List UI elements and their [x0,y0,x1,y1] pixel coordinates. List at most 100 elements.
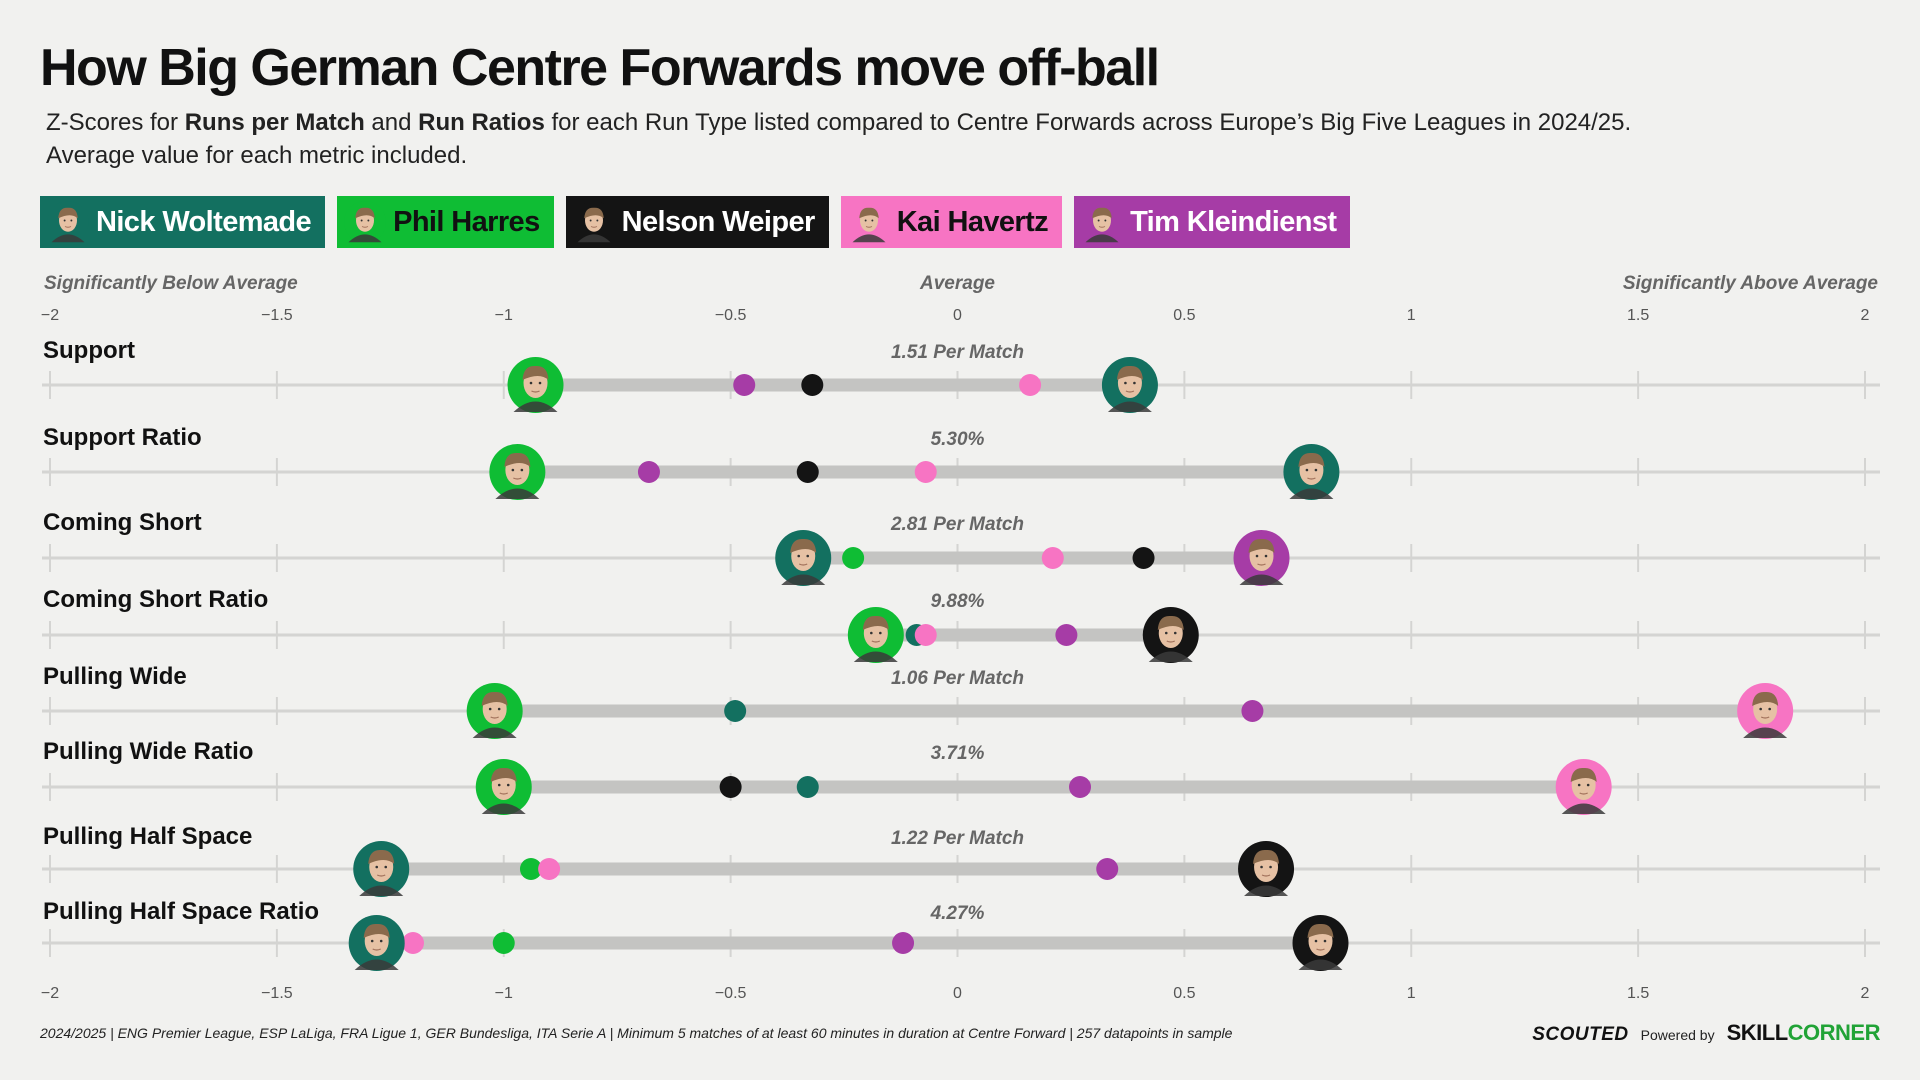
phil-harres-avatar-face [344,201,387,243]
x-tick-top: −0.5 [715,307,747,324]
point-avatar-phil-harres [507,357,564,413]
point-avatar-nick-woltemade [775,530,832,586]
point-tim-kleindienst [1055,624,1078,646]
average-label: 3.71% [931,743,985,764]
nick-woltemade-avatar-face [47,201,89,243]
subtitle-text: Z-Scores for [46,109,185,136]
skillcorner-logo: SKILLCORNER [1726,1020,1881,1046]
point-nick-woltemade [724,700,747,722]
kai-havertz-avatar-face [847,201,890,243]
average-label: 9.88% [931,591,985,612]
chart-subtitle: Z-Scores for Runs per Match and Run Rati… [46,106,1846,172]
legend-label: Nelson Weiper [621,205,816,238]
legend-label: Tim Kleindienst [1130,205,1337,238]
point-avatar-phil-harres [847,607,904,663]
x-tick-top: 1.5 [1627,307,1649,324]
subtitle-bold-runs: Runs per Match [184,109,365,136]
x-tick-top: −1 [495,307,513,324]
point-avatar-phil-harres [466,683,523,739]
point-tim-kleindienst [1069,776,1092,798]
point-avatar-nelson-weiper [1292,915,1349,971]
metric-row: Support 1.51 Per Match [42,337,1880,413]
tim-kleindienst-avatar [1081,201,1124,243]
point-avatar-tim-kleindienst [1233,530,1290,586]
skillcorner-logo-part: SKILL [1726,1020,1789,1045]
metric-row: Pulling Wide 1.06 Per Match [42,663,1880,739]
point-tim-kleindienst [1096,858,1119,880]
scale-label-left: Significantly Below Average [44,273,298,294]
point-nelson-weiper [801,374,824,396]
metric-row: Pulling Half Space 1.22 Per Match [42,823,1880,897]
x-tick-top: 0 [953,307,962,324]
x-tick-bottom: −1 [495,985,513,1002]
powered-by-text: Powered by [1640,1027,1715,1043]
point-nick-woltemade [796,776,819,798]
x-tick-bottom: 0.5 [1173,985,1195,1002]
legend-item-3: Kai Havertz [840,196,1063,248]
chart-title: How Big German Centre Forwards move off-… [40,39,1160,97]
x-tick-bottom: 2 [1861,985,1870,1002]
point-phil-harres [842,547,865,569]
kai-havertz-avatar [847,201,890,243]
point-nelson-weiper [1132,547,1155,569]
point-phil-harres [492,932,515,954]
point-avatar-nelson-weiper [1238,841,1295,897]
x-tick-bottom: 0 [953,985,962,1002]
point-avatar-kai-havertz [1737,683,1794,739]
metric-label: Support [43,337,135,364]
average-label: 1.51 Per Match [891,342,1024,363]
skillcorner-logo-part: CORNER [1787,1020,1881,1045]
point-tim-kleindienst [1241,700,1264,722]
point-avatar-nelson-weiper [1142,607,1199,663]
average-label: 1.22 Per Match [891,828,1024,849]
legend-label: Kai Havertz [896,205,1049,238]
metric-label: Coming Short [43,509,202,536]
x-tick-bottom: −2 [41,985,59,1002]
point-tim-kleindienst [892,932,915,954]
point-kai-havertz [1041,547,1064,569]
phil-harres-avatar [344,201,387,243]
scale-label-right: Significantly Above Average [1623,273,1879,294]
metric-row: Support Ratio 5.30% [42,424,1880,500]
point-avatar-nick-woltemade [1283,444,1340,500]
footer-note: 2024/2025 | ENG Premier League, ESP LaLi… [40,1025,1233,1041]
point-tim-kleindienst [637,461,660,483]
point-avatar-nick-woltemade [1101,357,1158,413]
subtitle-bold-ratios: Run Ratios [418,109,545,136]
x-tick-bottom: 1.5 [1627,985,1649,1002]
x-tick-top: 2 [1861,307,1870,324]
metric-row: Coming Short Ratio 9.88% [42,586,1880,663]
metric-row: Pulling Wide Ratio 3.71% [42,738,1880,815]
player-legend: Nick Woltemade Phil Harres Nelson Weiper Ka… [40,196,1351,248]
x-tick-top: 0.5 [1173,307,1195,324]
x-tick-top: 1 [1407,307,1416,324]
tim-kleindienst-avatar-face [1081,201,1124,243]
point-avatar-nick-woltemade [348,915,405,971]
legend-label: Nick Woltemade [96,205,312,238]
point-phil-harres [519,858,542,880]
nelson-weiper-avatar-face [572,201,615,243]
x-tick-bottom: −1.5 [261,985,293,1002]
average-label: 1.06 Per Match [891,668,1024,689]
subtitle-text: for each Run Type listed compared to Cen… [544,109,1632,136]
point-kai-havertz [914,624,937,646]
point-avatar-nick-woltemade [353,841,410,897]
metric-row: Coming Short 2.81 Per Match [42,509,1880,586]
legend-item-0: Nick Woltemade [40,196,326,248]
average-label: 4.27% [930,903,985,924]
legend-item-2: Nelson Weiper [565,196,829,248]
point-kai-havertz [1019,374,1042,396]
point-avatar-phil-harres [475,759,532,815]
metric-label: Support Ratio [43,424,202,451]
legend-label: Phil Harres [393,205,540,238]
average-label: 5.30% [931,429,985,450]
x-tick-bottom: 1 [1407,985,1416,1002]
metric-row: Pulling Half Space Ratio 4.27% [42,898,1880,971]
point-kai-havertz [914,461,937,483]
legend-item-4: Tim Kleindienst [1074,196,1351,248]
point-avatar-phil-harres [489,444,546,500]
metric-label: Coming Short Ratio [43,586,268,613]
point-nelson-weiper [796,461,819,483]
metric-label: Pulling Half Space [43,823,252,850]
x-tick-top: −1.5 [261,307,293,324]
